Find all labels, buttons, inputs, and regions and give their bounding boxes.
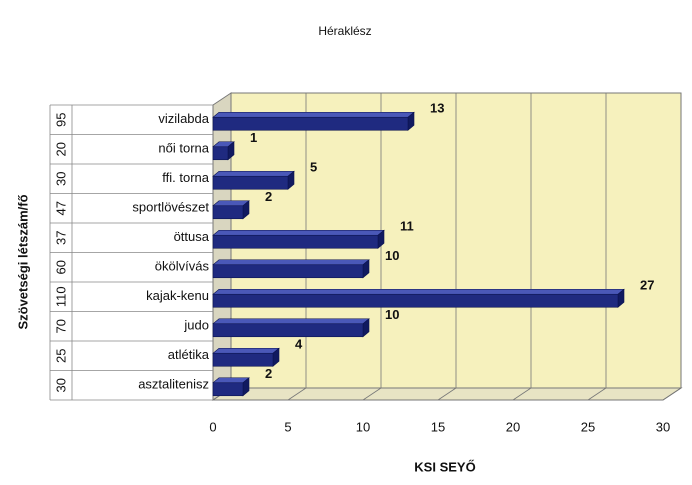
group-label: 47 [53, 201, 68, 215]
category-label: atlétika [168, 347, 210, 362]
x-tick-label: 5 [284, 419, 291, 434]
tick-mark [662, 387, 682, 401]
tick-mark [437, 387, 457, 401]
bar [212, 323, 364, 338]
bar [212, 146, 229, 161]
value-label: 10 [385, 248, 399, 263]
category-label: asztalitenisz [138, 377, 209, 392]
bar [212, 205, 244, 220]
bar [212, 234, 379, 249]
tick-mark [587, 387, 607, 401]
group-label: 30 [53, 378, 68, 392]
tick-mark [362, 387, 382, 401]
bar [212, 293, 619, 308]
x-tick-label: 20 [506, 419, 520, 434]
value-label: 11 [400, 219, 414, 234]
bar [212, 175, 289, 190]
bar [212, 264, 364, 279]
x-axis-label: KSI SEYŐ [414, 459, 475, 474]
group-label: 60 [53, 260, 68, 274]
bar [212, 352, 274, 367]
x-tick-label: 25 [581, 419, 595, 434]
bar-top [212, 229, 385, 236]
group-label: 37 [53, 231, 68, 245]
category-label: sportlövészet [132, 200, 209, 215]
value-label: 10 [385, 307, 399, 322]
category-label: vizilabda [158, 111, 209, 126]
category-label: kajak-kenu [146, 288, 209, 303]
bar [212, 116, 409, 131]
y-axis-label: Szövetségi létszám/fő [15, 194, 30, 329]
x-tick-label: 10 [356, 419, 370, 434]
value-label: 13 [430, 101, 444, 116]
bar-top [212, 259, 370, 266]
category-label: ffi. torna [162, 170, 210, 185]
bar-top [212, 111, 415, 118]
value-label: 2 [265, 189, 272, 204]
category-label: ökölvívás [155, 259, 210, 274]
tick-mark [512, 387, 532, 401]
group-label: 95 [53, 113, 68, 127]
category-label: női torna [158, 141, 209, 156]
value-label: 1 [250, 130, 257, 145]
bar-top [212, 347, 280, 354]
x-tick-label: 0 [209, 419, 216, 434]
category-label: öttusa [174, 229, 210, 244]
bar-top [212, 170, 295, 177]
value-label: 5 [310, 160, 317, 175]
group-label: 25 [53, 349, 68, 363]
group-label: 20 [53, 142, 68, 156]
value-label: 4 [295, 337, 303, 352]
group-label: 30 [53, 172, 68, 186]
value-label: 2 [265, 366, 272, 381]
value-label: 27 [640, 278, 654, 293]
bar [212, 382, 244, 397]
bar-top [212, 318, 370, 325]
category-label: judo [183, 318, 209, 333]
group-label: 70 [53, 319, 68, 333]
chart-title: Héraklész [318, 24, 371, 38]
x-tick-label: 30 [656, 419, 670, 434]
group-label: 110 [53, 286, 68, 307]
x-tick-label: 15 [431, 419, 445, 434]
tick-mark [287, 387, 307, 401]
bar-top [212, 288, 625, 295]
